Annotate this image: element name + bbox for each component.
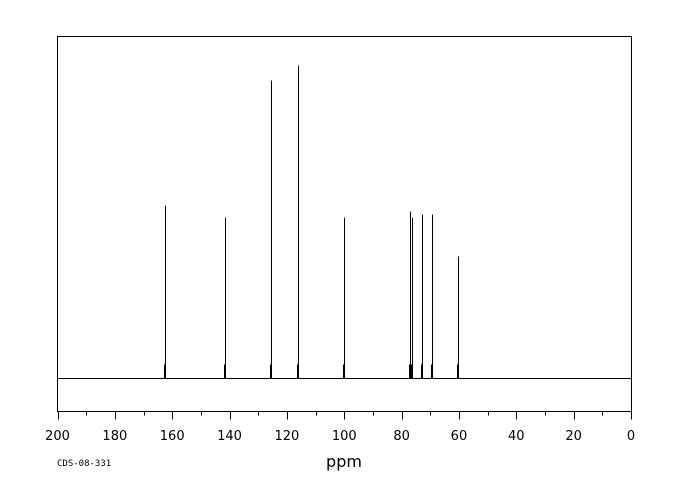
x-tick-label: 140 [217, 429, 242, 444]
x-tick-label: 160 [160, 429, 185, 444]
x-tick-label: 120 [274, 429, 299, 444]
x-tick-label: 100 [332, 429, 357, 444]
x-axis-ticks [58, 411, 632, 420]
x-axis-label: ppm [326, 452, 362, 471]
spectrum-peaks [164, 65, 459, 379]
x-tick-label: 0 [627, 429, 635, 444]
x-tick-label: 20 [565, 429, 582, 444]
sample-code-label: CDS-08-331 [57, 459, 111, 469]
x-axis-tick-labels: 200 180 160 140 120 100 80 60 40 20 0 [45, 429, 635, 444]
x-tick-label: 60 [451, 429, 468, 444]
x-tick-label: 200 [45, 429, 70, 444]
x-tick-label: 180 [102, 429, 127, 444]
x-tick-label: 80 [393, 429, 410, 444]
x-tick-label: 40 [508, 429, 525, 444]
